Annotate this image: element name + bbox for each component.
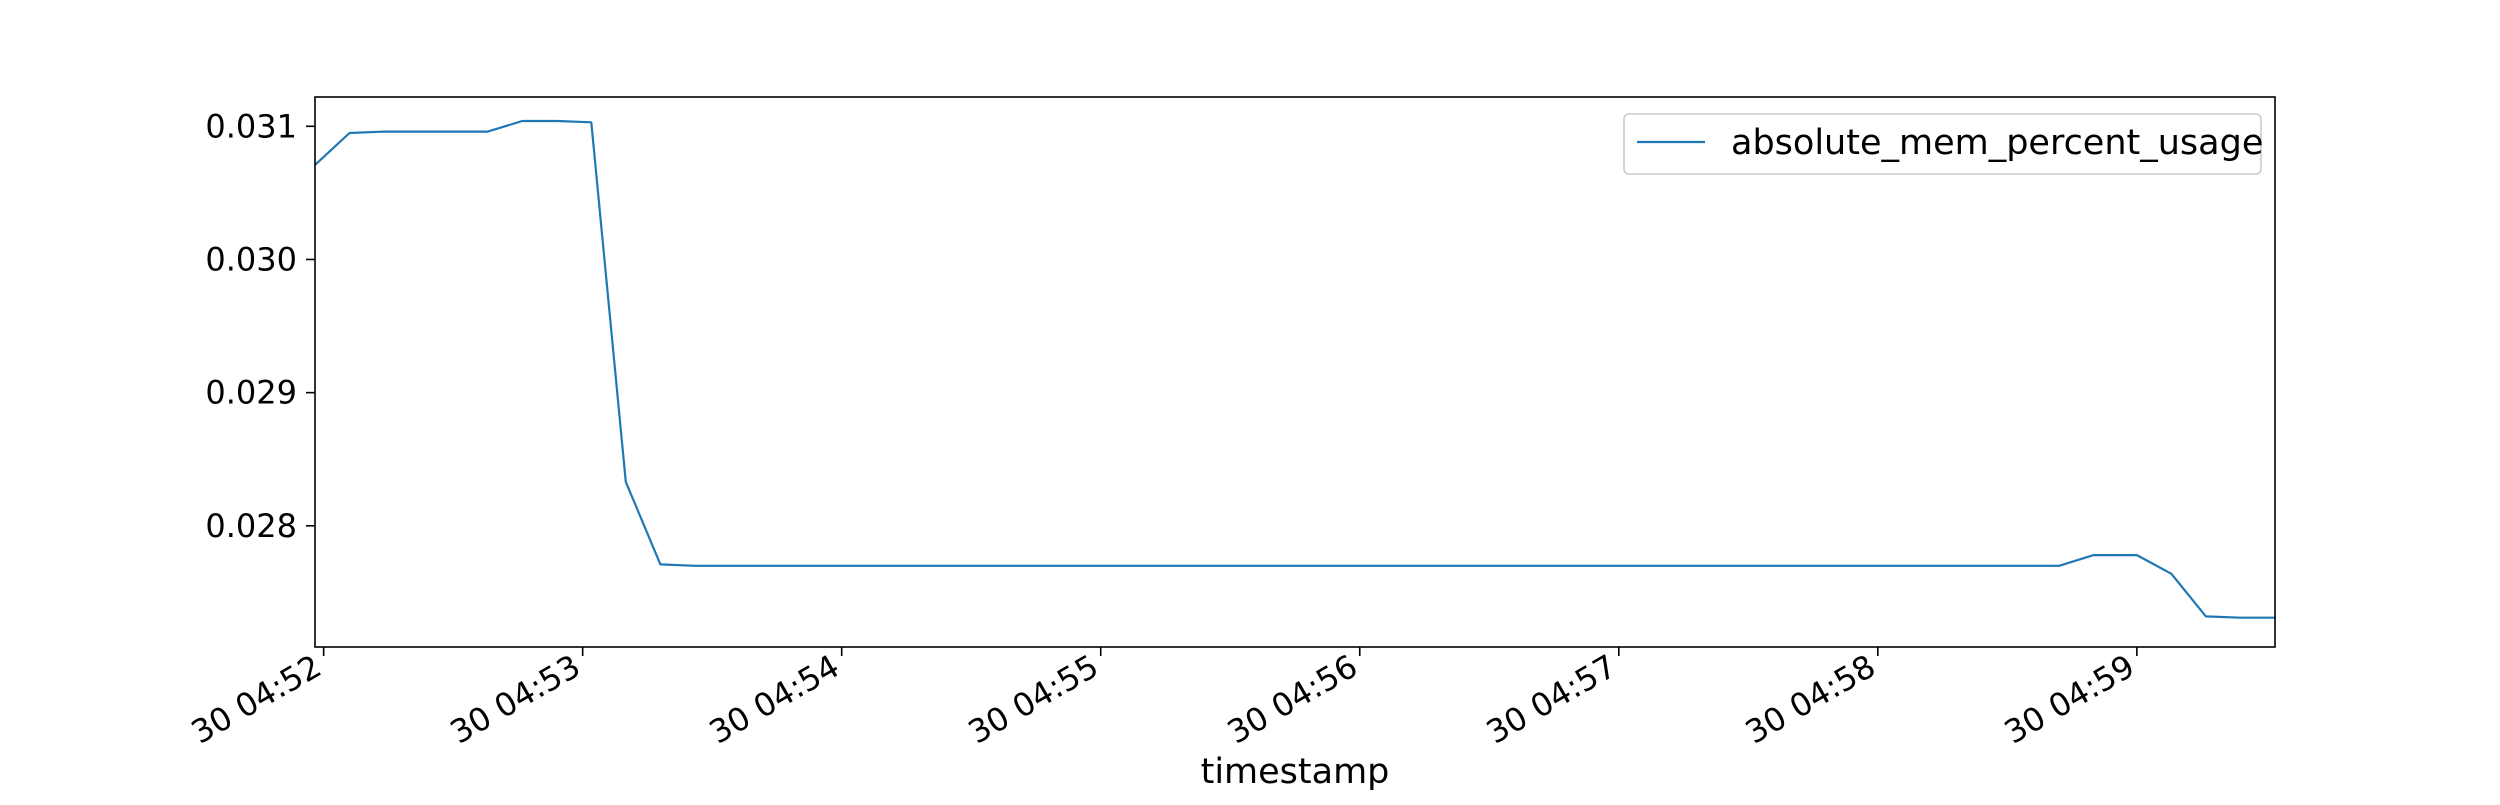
series-line: [314, 119, 2275, 619]
series-layer: [314, 119, 2275, 619]
x-tick-label: 30 04:58: [1739, 647, 1882, 751]
legend-label: absolute_mem_percent_usage: [1731, 123, 2263, 163]
legend-box: [1623, 113, 2262, 175]
y-tick-label: 0.029: [205, 374, 297, 412]
y-tick-label: 0.031: [205, 107, 297, 145]
y-axis: 0.028 0.029 0.030 0.031: [205, 107, 315, 545]
plot-frame: [314, 96, 2276, 648]
x-axis: 30 04:52 30 04:53 30 04:54 30 04:55 30 04:56…: [185, 647, 2141, 751]
x-axis-title: timestamp: [1201, 752, 1390, 792]
x-tick-label: 30 04:52: [185, 647, 328, 751]
y-tick-label: 0.028: [205, 507, 297, 545]
plot-area: [315, 97, 2275, 647]
y-tick-label: 0.030: [205, 240, 297, 278]
x-tick-label: 30 04:56: [1221, 647, 1364, 751]
x-tick-label: 30 04:57: [1480, 647, 1623, 751]
x-tick-label: 30 04:53: [444, 647, 587, 751]
legend: absolute_mem_percent_usage: [1623, 113, 2263, 175]
x-tick-label: 30 04:54: [703, 647, 846, 751]
x-tick-label: 30 04:59: [1998, 647, 2141, 751]
x-tick-label: 30 04:55: [962, 647, 1105, 751]
